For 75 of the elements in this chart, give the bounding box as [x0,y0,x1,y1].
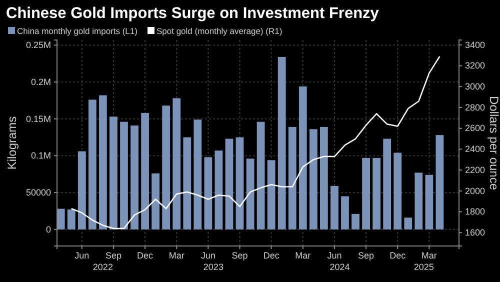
bar [425,174,434,230]
y2-tick-label: 2400 [465,144,486,154]
y2-tick-label: 3000 [465,82,486,92]
bar [225,138,234,230]
y2-tick-label: 3400 [465,40,486,50]
x-tick-label: Sep [232,250,248,260]
text: 2023 [203,262,224,272]
bar [56,208,65,230]
bar [394,152,402,230]
y-tick-label: 50000 [26,187,51,198]
text: 2025 [414,262,434,272]
x-tick-label: Dec [137,250,154,260]
bar [320,126,328,230]
bar [436,135,444,230]
chart-title: Chinese Gold Imports Surge on Investment Frenzy [6,5,380,22]
bar [246,158,254,230]
bar [236,137,244,230]
bar [352,214,360,230]
bar [298,86,307,230]
bar [78,151,86,230]
bar [204,157,212,230]
y2-tick-label: 2200 [465,164,486,175]
bar [88,100,96,230]
y-tick-label: 0.1M [30,150,51,161]
bar [214,150,223,230]
bar [267,160,276,230]
bar [130,125,138,230]
bar [372,158,381,230]
bar [278,56,286,230]
bar [341,196,349,230]
x-tick-label: Sep [105,250,122,260]
bar [172,98,181,230]
legend-label: China monthly gold imports (L1) [17,26,138,36]
x-tick-label: Jun [74,250,90,260]
x-tick-label: Mar [168,250,184,260]
y2-axis-title: Dollars per ounce [487,96,500,190]
x-tick-label: Jun [327,250,342,260]
bar [256,122,265,230]
x-tick-label: Mar [295,250,311,260]
bar [183,137,192,230]
x-tick-label: Jun [200,250,216,260]
bar [67,210,76,230]
y2-tick-label: 1800 [465,206,486,217]
y2-tick-label: 2000 [465,186,486,196]
bar [362,158,370,230]
bar [152,173,160,230]
y-tick-label: 0.25M [26,40,51,50]
bar [288,126,296,230]
y2-tick-label: 1600 [465,228,486,238]
bar [141,112,149,230]
bar [162,106,170,230]
bar [194,120,202,230]
bar [383,138,392,230]
bar [414,172,423,230]
text: 2022 [92,262,113,272]
x-tick-label: Sep [358,250,374,260]
y2-tick-label: 2800 [465,102,486,112]
bar [110,116,118,230]
legend-label: Spot gold (monthly average) (R1) [156,26,282,36]
bar [120,122,128,230]
x-tick-label: Dec [263,250,280,260]
y2-tick-label: 3200 [465,60,486,71]
y-tick-label: 0.2M [30,76,51,87]
x-tick-label: Dec [390,250,406,260]
bar [404,218,412,230]
bar [309,129,318,230]
bar [330,186,338,230]
line-series [70,56,440,230]
y2-tick-label: 2600 [465,123,486,134]
y-tick-label: 0 [46,224,51,234]
y-axis-title: Kilograms [5,116,19,170]
x-tick-label: Mar [421,250,437,260]
bar [99,95,107,230]
y-tick-label: 0.15M [26,114,51,124]
text: 2024 [330,262,350,272]
